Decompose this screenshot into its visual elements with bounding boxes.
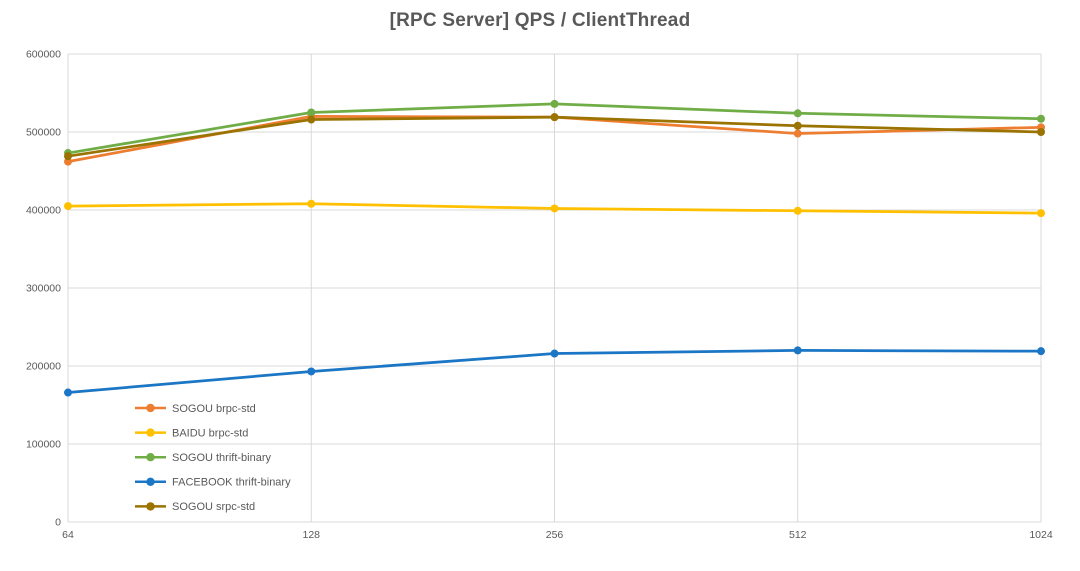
- y-tick-label: 300000: [26, 283, 61, 295]
- series-marker-baidu-brpc-std: [1037, 209, 1045, 218]
- y-tick-label: 400000: [26, 205, 61, 217]
- legend-label-sogou-thrift-binary[interactable]: SOGOU thrift-binary: [172, 452, 272, 464]
- x-tick-label: 512: [789, 529, 807, 541]
- x-tick-label: 1024: [1029, 529, 1053, 541]
- chart-title: [RPC Server] QPS / ClientThread: [389, 10, 691, 31]
- series-marker-sogou-srpc-std: [550, 113, 559, 122]
- legend-swatch-marker-facebook-thrift-binary: [146, 477, 155, 486]
- series-marker-sogou-srpc-std: [64, 152, 72, 161]
- series-marker-sogou-srpc-std: [1037, 128, 1045, 136]
- legend-swatch-marker-sogou-srpc-std: [146, 502, 155, 511]
- series-marker-baidu-brpc-std: [307, 199, 316, 208]
- series-marker-facebook-thrift-binary: [1037, 347, 1045, 356]
- series-marker-sogou-brpc-std: [793, 129, 802, 138]
- y-tick-label: 200000: [26, 361, 61, 373]
- series-marker-facebook-thrift-binary: [550, 349, 559, 358]
- legend-label-facebook-thrift-binary[interactable]: FACEBOOK thrift-binary: [172, 477, 291, 489]
- series-marker-facebook-thrift-binary: [64, 388, 72, 397]
- series-marker-sogou-thrift-binary: [307, 108, 316, 117]
- series-marker-sogou-thrift-binary: [793, 109, 802, 118]
- legend-swatch-marker-sogou-thrift-binary: [146, 453, 155, 462]
- legend-swatch-marker-baidu-brpc-std: [146, 428, 155, 437]
- legend-label-baidu-brpc-std[interactable]: BAIDU brpc-std: [172, 427, 248, 439]
- legend-label-sogou-srpc-std[interactable]: SOGOU srpc-std: [172, 501, 255, 513]
- series-marker-facebook-thrift-binary: [307, 367, 316, 376]
- series-marker-baidu-brpc-std: [793, 206, 802, 215]
- series-marker-sogou-thrift-binary: [1037, 114, 1045, 123]
- y-tick-label: 600000: [26, 49, 61, 61]
- x-tick-label: 256: [546, 529, 564, 541]
- series-marker-sogou-srpc-std: [307, 115, 316, 124]
- x-tick-label: 128: [302, 529, 320, 541]
- series-marker-baidu-brpc-std: [550, 204, 559, 213]
- series-marker-sogou-srpc-std: [793, 121, 802, 130]
- y-tick-label: 500000: [26, 127, 61, 139]
- x-tick-label: 64: [62, 529, 74, 541]
- legend-label-sogou-brpc-std[interactable]: SOGOU brpc-std: [172, 403, 256, 415]
- y-tick-label: 0: [55, 517, 61, 529]
- legend-swatch-marker-sogou-brpc-std: [146, 403, 155, 413]
- series-marker-facebook-thrift-binary: [793, 346, 802, 355]
- series-marker-sogou-thrift-binary: [550, 99, 559, 108]
- y-tick-label: 100000: [26, 439, 61, 451]
- series-marker-baidu-brpc-std: [64, 202, 72, 211]
